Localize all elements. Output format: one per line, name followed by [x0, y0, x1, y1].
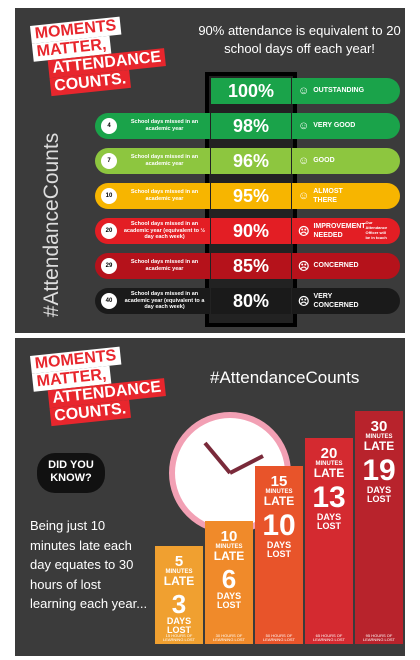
- percent: 96%: [211, 148, 291, 174]
- status-label: ALMOST THERE: [313, 187, 361, 205]
- bar-late: LATE: [255, 495, 303, 507]
- days-circle: 7: [101, 153, 117, 169]
- days-circle: 29: [101, 258, 117, 274]
- status-label: GOOD: [313, 156, 361, 165]
- days-circle: 40: [101, 293, 117, 309]
- bar-lost: LOST: [305, 522, 353, 531]
- bar-hours: 30 HOURS OF LEARNING LOST: [205, 634, 253, 642]
- page: MOMENTS MATTER, ATTENDANCE COUNTS. 90% a…: [0, 0, 420, 660]
- percent: 85%: [211, 253, 291, 279]
- status-label: IMPROVEMENT NEEDED: [313, 222, 361, 240]
- status-pill: ☹ VERY CONCERNED: [292, 288, 400, 314]
- bar-minutes: 15: [255, 474, 303, 489]
- days-note: School days missed in an academic year (…: [123, 291, 210, 311]
- bar-hours: 95 HOURS OF LEARNING LOST: [355, 634, 403, 642]
- days-pill: 29 School days missed in an academic year: [95, 253, 210, 279]
- bar-late: LATE: [305, 467, 353, 479]
- hashtag: #AttendanceCounts: [210, 368, 359, 388]
- status-label: CONCERNED: [313, 261, 361, 270]
- status-pill: ☹ CONCERNED: [292, 253, 400, 279]
- bar-hours: 65 HOURS OF LEARNING LOST: [305, 634, 353, 642]
- bar-days: 6: [205, 566, 253, 592]
- days-note: School days missed in an academic year: [123, 154, 210, 167]
- bar-lost: LOST: [355, 495, 403, 504]
- days-pill: 7 School days missed in an academic year: [95, 148, 210, 174]
- percent: 98%: [211, 113, 291, 139]
- logo: MOMENTS MATTER, ATTENDANCE COUNTS.: [30, 12, 168, 97]
- status-face: ☺: [298, 190, 309, 202]
- status-face: ☺: [298, 120, 309, 132]
- bar-lost: LOST: [205, 601, 253, 610]
- status-label: VERY GOOD: [313, 121, 361, 130]
- status-extra: Our Attendance Officer will be in touch: [365, 221, 391, 240]
- status-face: ☹: [298, 225, 309, 238]
- status-pill: ☺ VERY GOOD: [292, 113, 400, 139]
- percent: 90%: [211, 218, 291, 244]
- status-label: OUTSTANDING: [313, 86, 361, 95]
- bar-minutes: 5: [155, 554, 203, 569]
- days-note: School days missed in an academic year: [123, 259, 210, 272]
- percent: 80%: [211, 288, 291, 314]
- status-face: ☺: [298, 85, 309, 97]
- days-note: School days missed in an academic year: [123, 189, 210, 202]
- bar-late: LATE: [205, 550, 253, 562]
- bar-days: 13: [305, 483, 353, 513]
- status-pill: ☺ ALMOST THERE: [292, 183, 400, 209]
- badge-line: KNOW?: [37, 472, 105, 485]
- bottom-panel: MOMENTS MATTER, ATTENDANCE COUNTS. #Atte…: [15, 338, 405, 656]
- days-note: School days missed in an academic year (…: [123, 221, 210, 241]
- badge: DID YOU KNOW?: [37, 453, 105, 493]
- status-face: ☹: [298, 260, 309, 273]
- status-pill: ☺ GOOD: [292, 148, 400, 174]
- bar-hours: 15 HOURS OF LEARNING LOST: [155, 634, 203, 642]
- days-pill: 20 School days missed in an academic year…: [95, 218, 210, 244]
- status-label: VERY CONCERNED: [313, 292, 361, 310]
- bar-minutes: 10: [205, 529, 253, 544]
- bar-minutes: 20: [305, 446, 353, 461]
- days-circle: 4: [101, 118, 117, 134]
- bar-hours: 50 HOURS OF LEARNING LOST: [255, 634, 303, 642]
- heading: 90% attendance is equivalent to 20 schoo…: [197, 22, 402, 58]
- bar-late: LATE: [355, 440, 403, 452]
- bar-days: 10: [255, 511, 303, 541]
- badge-line: DID YOU: [37, 459, 105, 472]
- days-pill: 4 School days missed in an academic year: [95, 113, 210, 139]
- days-pill: 10 School days missed in an academic year: [95, 183, 210, 209]
- days-note: School days missed in an academic year: [123, 119, 210, 132]
- body-text: Being just 10 minutes late each day equa…: [30, 516, 150, 614]
- bar-minutes: 30: [355, 419, 403, 434]
- status-face: ☺: [298, 155, 309, 167]
- bar-days: 3: [155, 591, 203, 617]
- status-face: ☹: [298, 295, 309, 308]
- percent: 95%: [211, 183, 291, 209]
- logo: MOMENTS MATTER, ATTENDANCE COUNTS.: [30, 342, 168, 427]
- bar-lost: LOST: [255, 550, 303, 559]
- status-pill: ☺ OUTSTANDING: [292, 78, 400, 104]
- top-panel: MOMENTS MATTER, ATTENDANCE COUNTS. 90% a…: [15, 8, 405, 333]
- bar-days: 19: [355, 456, 403, 486]
- days-circle: 20: [101, 223, 117, 239]
- days-circle: 10: [101, 188, 117, 204]
- bar-late: LATE: [155, 575, 203, 587]
- percent: 100%: [211, 78, 291, 104]
- hashtag: #AttendanceCounts: [40, 120, 64, 330]
- days-pill: 40 School days missed in an academic year…: [95, 288, 210, 314]
